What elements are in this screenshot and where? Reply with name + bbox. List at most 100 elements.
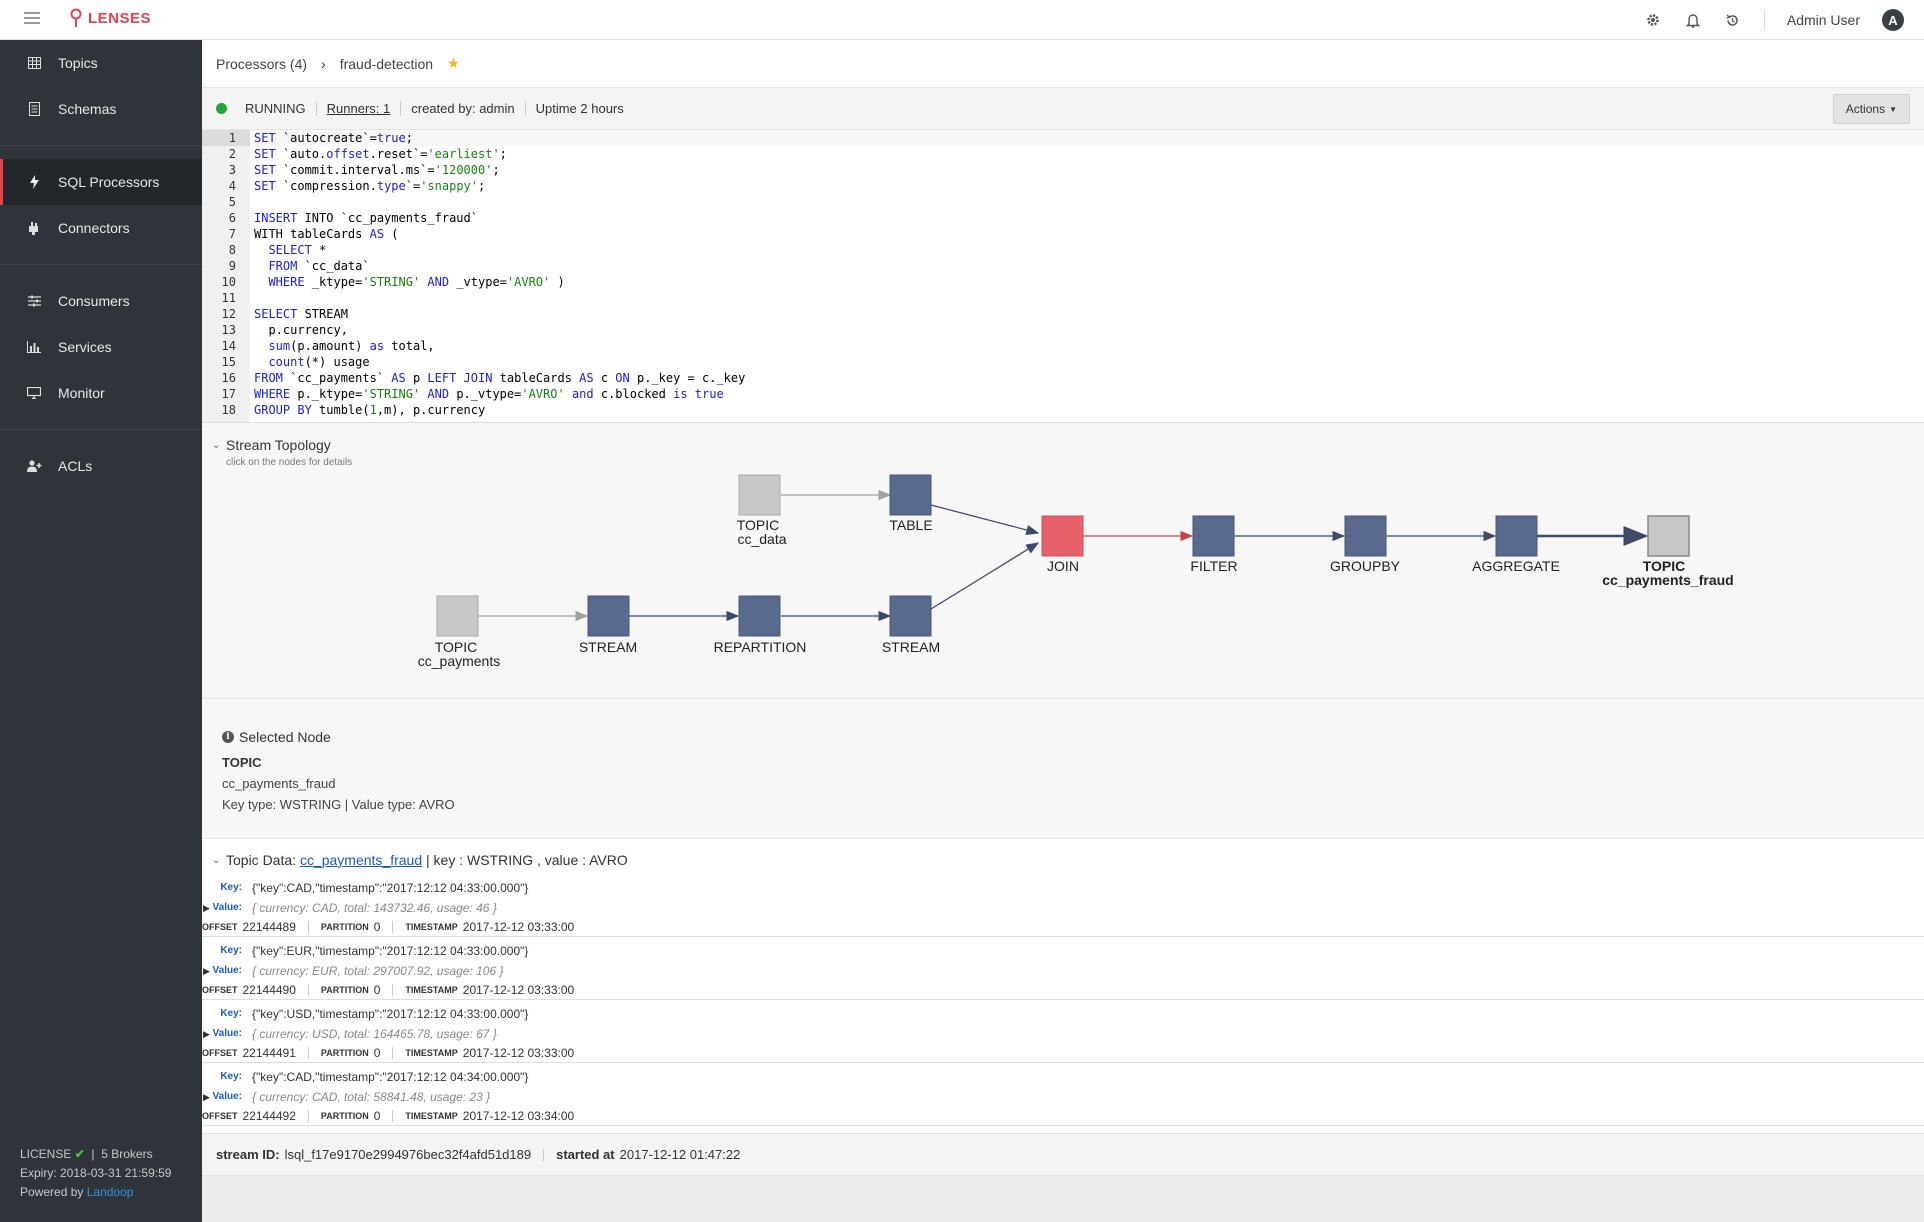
check-icon: ✔ bbox=[74, 1147, 85, 1161]
record-partition: 0 bbox=[373, 1109, 381, 1123]
code-line: GROUP BY tumble(1,m), p.currency bbox=[254, 403, 486, 417]
line-number: 8 bbox=[228, 243, 236, 257]
value-label: Value: bbox=[212, 902, 242, 913]
selected-node-header: i Selected Node bbox=[222, 729, 1924, 745]
record-partition: 0 bbox=[373, 920, 381, 934]
topic-data-header: ⌄ Topic Data: cc_payments_fraud | key : … bbox=[202, 852, 1924, 868]
record-timestamp: 2017-12-12 03:33:00 bbox=[462, 920, 575, 934]
bell-icon[interactable] bbox=[1684, 11, 1702, 29]
node-stream[interactable] bbox=[587, 595, 630, 637]
document-icon bbox=[26, 101, 42, 117]
sidebar-divider bbox=[0, 264, 202, 265]
key-label: Key: bbox=[220, 882, 242, 893]
code-line: FROM `cc_data` bbox=[268, 259, 370, 273]
landoop-link[interactable]: Landoop bbox=[86, 1185, 134, 1199]
status-state: RUNNING bbox=[235, 101, 317, 116]
offset-label: OFFSET bbox=[202, 922, 238, 932]
table-row: Key: {"key":USD,"timestamp":"2017:12:12 0… bbox=[202, 1000, 1924, 1063]
expand-triangle-icon[interactable]: ▶ bbox=[203, 1092, 210, 1102]
node-topic-cc-data[interactable] bbox=[738, 474, 781, 516]
sql-editor[interactable]: 1 2 3 4 5 6 7 8 9 10 11 12 13 14 15 16 1… bbox=[202, 130, 1924, 423]
partition-label: PARTITION bbox=[320, 1111, 369, 1121]
topology-title: Stream Topology bbox=[226, 437, 331, 453]
code-line: SET `autocreate`=true; bbox=[254, 130, 1924, 146]
sliders-icon bbox=[26, 293, 42, 309]
edge bbox=[930, 504, 1040, 536]
sidebar: Topics Schemas SQL Processors Connectors… bbox=[0, 40, 202, 1222]
node-label: cc_payments_fraud bbox=[1602, 572, 1734, 588]
sidebar-item-monitor[interactable]: Monitor bbox=[0, 370, 202, 416]
runners-label[interactable]: Runners: 1 bbox=[326, 101, 391, 116]
timestamp-label: TIMESTAMP bbox=[405, 985, 458, 995]
sidebar-item-acls[interactable]: ACLs bbox=[0, 443, 202, 489]
logo-pin-icon bbox=[70, 8, 82, 27]
record-offset: 22144491 bbox=[242, 1046, 296, 1060]
node-aggregate[interactable] bbox=[1495, 515, 1538, 557]
timestamp-label: TIMESTAMP bbox=[405, 1048, 458, 1058]
line-number: 7 bbox=[228, 227, 236, 241]
code-area[interactable]: SET `autocreate`=true; SET `auto.offset.… bbox=[250, 130, 1924, 422]
info-icon: i bbox=[222, 731, 234, 743]
favorite-star-icon[interactable]: ★ bbox=[447, 55, 460, 71]
hamburger-menu-icon[interactable] bbox=[24, 12, 40, 26]
selected-node-title: Selected Node bbox=[239, 729, 331, 745]
expand-triangle-icon[interactable]: ▶ bbox=[203, 903, 210, 913]
running-status-icon bbox=[216, 103, 227, 114]
expand-triangle-icon[interactable]: ▶ bbox=[203, 1029, 210, 1039]
runners-link[interactable]: Runners: 1 bbox=[317, 101, 402, 116]
gear-icon[interactable] bbox=[1644, 11, 1662, 29]
status-bar: RUNNING Runners: 1 created by: admin Upt… bbox=[202, 88, 1924, 130]
node-table[interactable] bbox=[889, 474, 932, 516]
sidebar-item-connectors[interactable]: Connectors bbox=[0, 205, 202, 251]
lenses-logo[interactable]: LENSES bbox=[70, 8, 151, 28]
line-number: 15 bbox=[221, 355, 236, 369]
topic-data-suffix: | key : WSTRING , value : AVRO bbox=[426, 852, 628, 868]
record-value: { currency: CAD, total: 143732.46, usage… bbox=[252, 901, 497, 915]
topic-link[interactable]: cc_payments_fraud bbox=[299, 852, 423, 868]
expand-triangle-icon[interactable]: ▶ bbox=[203, 966, 210, 976]
sidebar-item-sql-processors[interactable]: SQL Processors bbox=[0, 159, 202, 205]
caret-down-icon: ▼ bbox=[1889, 104, 1897, 114]
code-line: SET `compression.type`='snappy'; bbox=[254, 179, 486, 193]
offset-label: OFFSET bbox=[202, 1048, 238, 1058]
stream-topology: TOPIC cc_data TABLE TOPIC cc_payments ST… bbox=[202, 423, 1924, 699]
history-icon[interactable] bbox=[1724, 11, 1742, 29]
sidebar-item-schemas[interactable]: Schemas bbox=[0, 86, 202, 132]
topology-header[interactable]: ⌄ Stream Topology bbox=[212, 437, 331, 453]
record-key: {"key":CAD,"timestamp":"2017:12:12 04:33… bbox=[252, 881, 529, 895]
top-separator bbox=[1763, 10, 1765, 30]
actions-button[interactable]: Actions ▼ bbox=[1832, 94, 1910, 124]
chevron-down-icon[interactable]: ⌄ bbox=[212, 439, 221, 451]
sidebar-item-consumers[interactable]: Consumers bbox=[0, 278, 202, 324]
sidebar-footer: LICENSE ✔ | 5 Brokers Expiry: 2018-03-31… bbox=[20, 1147, 172, 1199]
topic-data-label: Topic Data: bbox=[226, 852, 297, 868]
node-repartition[interactable] bbox=[738, 595, 781, 637]
line-number: 14 bbox=[221, 339, 236, 353]
node-groupby[interactable] bbox=[1344, 515, 1387, 557]
breadcrumb-processors-link[interactable]: Processors (4) bbox=[216, 55, 308, 72]
node-topic-cc-payments[interactable] bbox=[436, 595, 479, 637]
partition-label: PARTITION bbox=[320, 1048, 369, 1058]
record-partition: 0 bbox=[373, 983, 381, 997]
sidebar-divider bbox=[0, 429, 202, 430]
record-key: {"key":USD,"timestamp":"2017:12:12 04:33… bbox=[252, 1007, 529, 1021]
sidebar-item-label: Services bbox=[58, 339, 112, 355]
node-label: FILTER bbox=[1190, 558, 1237, 574]
record-key: {"key":CAD,"timestamp":"2017:12:12 04:34… bbox=[252, 1070, 529, 1084]
user-name[interactable]: Admin User bbox=[1786, 12, 1860, 28]
offset-label: OFFSET bbox=[202, 1111, 238, 1121]
node-label: JOIN bbox=[1047, 558, 1079, 574]
breadcrumb: Processors (4) › fraud-detection ★ bbox=[202, 40, 1924, 88]
chevron-down-icon[interactable]: ⌄ bbox=[212, 854, 221, 866]
node-join[interactable] bbox=[1041, 515, 1084, 557]
node-topic-cc-payments-fraud[interactable] bbox=[1647, 515, 1690, 557]
selected-node-detail: Key type: WSTRING | Value type: AVRO bbox=[222, 797, 455, 812]
sidebar-item-topics[interactable]: Topics bbox=[0, 40, 202, 86]
editor-gutter: 1 2 3 4 5 6 7 8 9 10 11 12 13 14 15 16 1… bbox=[202, 130, 250, 422]
sidebar-item-services[interactable]: Services bbox=[0, 324, 202, 370]
avatar[interactable]: A bbox=[1882, 9, 1904, 31]
code-line bbox=[254, 194, 1924, 210]
node-stream[interactable] bbox=[889, 595, 932, 637]
node-filter[interactable] bbox=[1192, 515, 1235, 557]
code-line: SELECT STREAM bbox=[254, 307, 348, 321]
